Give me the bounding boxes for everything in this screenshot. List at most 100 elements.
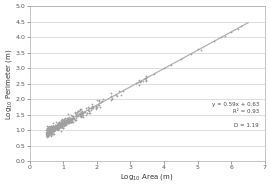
Point	[97, 99, 101, 102]
Point	[64, 119, 69, 122]
Point	[74, 114, 78, 117]
Point	[45, 129, 49, 132]
Point	[63, 117, 67, 120]
Point	[60, 123, 64, 126]
Point	[60, 122, 64, 125]
Point	[60, 124, 64, 127]
Point	[58, 123, 62, 126]
Point	[136, 80, 140, 83]
Point	[65, 121, 70, 124]
Point	[66, 119, 70, 122]
Point	[47, 129, 51, 132]
Point	[212, 39, 217, 42]
Point	[67, 121, 71, 124]
Point	[57, 124, 62, 127]
Point	[45, 132, 49, 135]
Point	[55, 124, 60, 126]
Point	[75, 112, 79, 115]
Point	[75, 110, 79, 113]
Point	[134, 82, 139, 85]
Point	[49, 130, 54, 133]
Point	[91, 105, 95, 108]
Point	[58, 120, 63, 123]
Point	[46, 133, 50, 136]
Point	[48, 126, 52, 129]
Point	[46, 131, 51, 134]
Point	[55, 127, 60, 130]
Point	[169, 64, 173, 67]
Point	[48, 128, 52, 131]
Point	[46, 128, 50, 131]
Point	[70, 118, 75, 121]
Point	[80, 109, 84, 112]
Point	[62, 122, 67, 125]
Point	[137, 84, 141, 86]
Point	[66, 121, 70, 124]
Point	[45, 126, 50, 129]
Point	[57, 121, 62, 124]
Point	[57, 127, 61, 130]
Point	[45, 134, 49, 137]
Point	[79, 114, 83, 117]
Point	[47, 127, 52, 130]
Point	[78, 112, 83, 115]
Point	[52, 126, 57, 129]
Point	[61, 121, 65, 124]
Point	[50, 126, 54, 129]
Point	[70, 120, 74, 123]
Point	[48, 130, 53, 133]
Point	[79, 111, 83, 114]
Point	[77, 113, 82, 116]
Point	[54, 124, 59, 127]
Point	[62, 121, 67, 124]
Point	[51, 126, 56, 129]
Point	[52, 128, 57, 131]
Point	[52, 126, 56, 129]
Point	[61, 127, 65, 130]
Point	[236, 27, 240, 30]
Point	[70, 115, 74, 118]
Point	[60, 125, 64, 128]
Point	[48, 128, 52, 131]
Point	[51, 128, 56, 131]
Point	[53, 127, 57, 130]
Point	[94, 105, 99, 108]
Point	[59, 125, 63, 128]
Point	[138, 81, 142, 84]
Point	[47, 128, 52, 131]
Point	[51, 128, 56, 131]
Point	[79, 108, 83, 110]
Point	[55, 129, 60, 132]
Point	[66, 119, 71, 122]
Point	[55, 125, 59, 128]
Point	[69, 118, 73, 121]
Point	[50, 129, 55, 132]
Point	[114, 93, 118, 96]
Point	[61, 121, 65, 124]
Point	[69, 118, 74, 121]
Point	[46, 130, 50, 133]
Point	[52, 127, 56, 130]
Point	[65, 120, 70, 123]
Point	[58, 123, 63, 126]
Point	[78, 113, 82, 116]
Point	[62, 120, 66, 123]
Point	[50, 129, 54, 132]
Point	[47, 131, 52, 134]
Point	[51, 130, 56, 133]
Point	[60, 119, 65, 122]
Point	[46, 129, 50, 132]
Point	[94, 105, 98, 108]
Point	[46, 131, 50, 134]
Point	[73, 118, 78, 121]
Point	[50, 129, 54, 132]
Point	[59, 126, 63, 129]
Point	[63, 120, 67, 123]
Point	[45, 130, 49, 133]
Point	[45, 132, 49, 135]
Point	[45, 132, 50, 135]
Point	[219, 35, 223, 38]
Point	[59, 123, 64, 126]
Point	[57, 125, 62, 128]
Point	[44, 132, 49, 135]
